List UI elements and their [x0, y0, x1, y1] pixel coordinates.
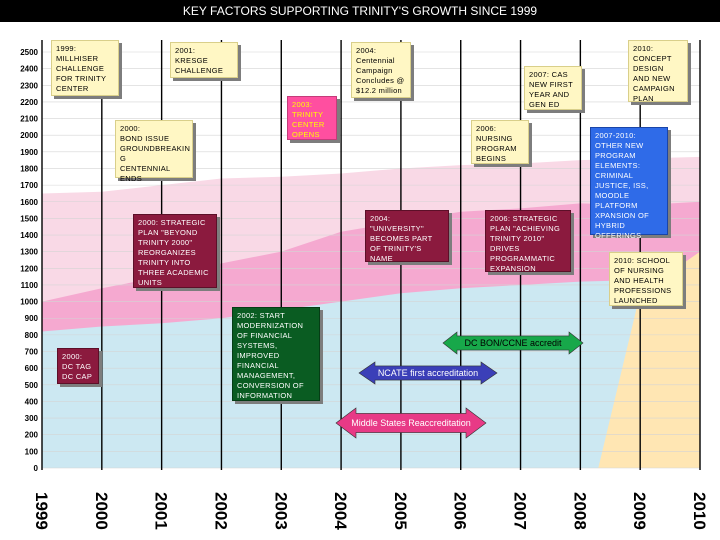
y-tick-label: 1600: [20, 198, 38, 207]
x-tick-label: 2001: [152, 492, 171, 530]
event-note-e2002: 2002: START MODERNIZATION OF FINANCIAL S…: [232, 307, 320, 401]
y-tick-label: 300: [25, 414, 39, 423]
accreditation-arrow: [358, 361, 498, 385]
x-tick-label: 2009: [630, 492, 649, 530]
event-note-e2000s: 2000: STRATEGIC PLAN "BEYOND TRINITY 200…: [133, 214, 217, 288]
y-axis: 0 100 200 300 400 500 600 700 800 900 1000 1100 1200…: [20, 48, 43, 473]
y-tick-label: 600: [25, 364, 39, 373]
event-note-e2000d: 2000: DC TAG DC CAP: [57, 348, 99, 384]
x-tick-label: 2005: [391, 492, 410, 530]
y-tick-label: 1900: [20, 148, 38, 157]
y-tick-label: 1200: [20, 264, 38, 273]
y-tick-label: 900: [25, 314, 39, 323]
event-note-e2004c: 2004: Centennial Campaign Concludes @ $1…: [351, 42, 411, 98]
event-note-e2006s: 2006: STRATEGIC PLAN "ACHIEVING TRINITY …: [485, 210, 571, 273]
event-note-e2000b: 2000: BOND ISSUE GROUNDBREAKIN G CENTENN…: [115, 120, 193, 183]
x-tick-label: 2008: [570, 492, 589, 530]
y-tick-label: 2000: [20, 131, 38, 140]
accreditation-label: DC BON/CCNE accredit: [464, 338, 562, 348]
y-tick-label: 2400: [20, 65, 38, 74]
event-note-e2006n: 2006: NURSING PROGRAM BEGINS: [471, 120, 529, 164]
accreditation-arrow: [442, 331, 584, 355]
event-note-e2004u: 2004: "UNIVERSITY" BECOMES PART OF TRINI…: [365, 210, 449, 263]
event-note-e2007o: 2007-2010: OTHER NEW PROGRAM ELEMENTS: C…: [590, 127, 668, 240]
chart-title: KEY FACTORS SUPPORTING TRINITY'S GROWTH …: [0, 0, 720, 22]
x-tick-label: 2003: [271, 492, 290, 530]
y-tick-label: 400: [25, 397, 39, 406]
y-tick-label: 1000: [20, 298, 38, 307]
y-tick-label: 2200: [20, 98, 38, 107]
x-tick-label: 2002: [211, 492, 230, 530]
event-note-e2001k: 2001: KRESGE CHALLENGE: [170, 42, 238, 78]
x-tick-label: 2006: [451, 492, 470, 530]
accreditation-label: NCATE first accreditation: [378, 368, 478, 378]
y-tick-label: 1500: [20, 214, 38, 223]
x-tick-label: 2010: [690, 492, 709, 530]
x-tick-label: 1999: [32, 492, 51, 530]
event-note-e2010s: 2010: SCHOOL OF NURSING AND HEALTH PROFE…: [609, 252, 683, 306]
y-tick-label: 2300: [20, 81, 38, 90]
x-tick-label: 2007: [511, 492, 530, 530]
y-tick-label: 1800: [20, 164, 38, 173]
y-tick-label: 1300: [20, 248, 38, 257]
event-note-e2010c: 2010: CONCEPT DESIGN AND NEW CAMPAIGN PL…: [628, 40, 688, 103]
y-tick-label: 200: [25, 431, 39, 440]
event-note-e1999: 1999: MILLHISER CHALLENGE FOR TRINITY CE…: [51, 40, 119, 96]
y-tick-label: 1400: [20, 231, 38, 240]
y-tick-label: 1100: [21, 281, 39, 290]
y-tick-label: 100: [25, 447, 39, 456]
y-tick-label: 800: [25, 331, 39, 340]
y-tick-label: 700: [25, 348, 39, 357]
accreditation-arrows: DC BON/CCNE accredit NCATE first accredit…: [335, 331, 584, 439]
x-axis: 1999 2000 2001 2002 2003 2004 2005 2006 2007 2008…: [32, 492, 709, 530]
x-tick-label: 2004: [331, 492, 350, 530]
x-tick-label: 2000: [92, 492, 111, 530]
event-note-e2003: 2003: TRINITY CENTER OPENS: [287, 96, 337, 140]
accreditation-arrow: [335, 407, 487, 439]
y-tick-label: 2500: [20, 48, 38, 57]
y-tick-label: 500: [25, 381, 39, 390]
event-note-e2007: 2007: CAS NEW FIRST YEAR AND GEN ED: [524, 66, 582, 110]
y-tick-label: 1700: [20, 181, 38, 190]
accreditation-label: Middle States Reaccreditation: [351, 418, 471, 428]
y-tick-label: 2100: [20, 115, 38, 124]
y-tick-label: 0: [34, 464, 39, 473]
